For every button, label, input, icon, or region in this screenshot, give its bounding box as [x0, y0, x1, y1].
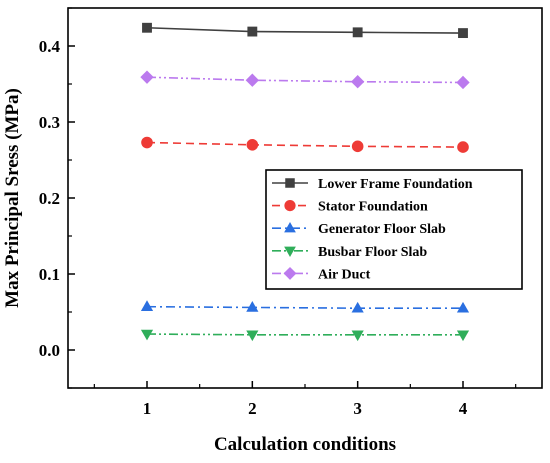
series-line [146, 76, 464, 84]
legend-marker [283, 266, 297, 280]
y-axis-title: Max Principal Sress (MPa) [2, 88, 23, 308]
data-point [351, 330, 364, 342]
legend-marker [284, 222, 296, 233]
data-point [140, 329, 154, 341]
data-point [246, 301, 259, 312]
series-line [146, 305, 463, 310]
series-busbar-floor-slab [140, 329, 470, 342]
data-point [245, 73, 260, 87]
series-lower-frame-foundation [142, 22, 468, 39]
y-tick-label: 0.0 [39, 341, 60, 360]
legend-box [265, 169, 523, 290]
data-point [351, 140, 364, 153]
legend-label: Busbar Floor Slab [318, 245, 427, 260]
x-tick-label: 3 [353, 399, 362, 418]
data-point [350, 75, 365, 89]
legend-label: Generator Floor Slab [318, 222, 446, 237]
legend-item: Lower Frame Foundation [272, 177, 473, 192]
series-layer [140, 22, 470, 342]
y-tick-label: 0.3 [39, 113, 60, 132]
data-point [352, 27, 363, 38]
data-point [246, 139, 259, 151]
data-point [456, 75, 470, 90]
data-point [247, 26, 258, 37]
y-tick-label: 0.2 [39, 189, 60, 208]
series-stator-foundation [141, 136, 469, 153]
series-line [146, 333, 463, 336]
data-point [456, 301, 470, 313]
y-axis: 0.0 0.1 0.2 0.3 0.4 [39, 7, 75, 389]
legend-marker [284, 200, 296, 212]
data-point [142, 22, 152, 33]
x-tick-label: 2 [248, 399, 257, 418]
x-axis-title: Calculation conditions [214, 434, 396, 455]
y-tick-label: 0.1 [39, 265, 60, 284]
legend: Lower Frame Foundation Stator Foundation G… [265, 169, 523, 290]
data-point [141, 136, 153, 149]
x-axis: 1 2 3 4 [93, 381, 517, 418]
legend-marker [285, 178, 295, 188]
data-point [456, 330, 470, 342]
series-line [146, 26, 464, 34]
legend-label: Lower Frame Foundation [318, 177, 473, 192]
legend-item: Air Duct [272, 266, 371, 282]
legend-marker [284, 246, 296, 257]
x-tick-label: 1 [143, 399, 152, 418]
data-point [458, 28, 468, 39]
legend-label: Air Duct [318, 267, 371, 282]
series-generator-floor-slab [140, 300, 470, 313]
series-air-duct [140, 70, 470, 90]
x-tick-label: 4 [459, 399, 468, 418]
data-point [246, 330, 259, 342]
legend-item: Busbar Floor Slab [272, 245, 427, 260]
data-point [140, 70, 154, 84]
series-line [146, 141, 464, 148]
legend-item: Generator Floor Slab [272, 222, 446, 237]
data-point [351, 301, 364, 313]
legend-item: Stator Foundation [272, 200, 428, 215]
data-point [140, 300, 154, 312]
legend-label: Stator Foundation [318, 200, 428, 215]
y-tick-label: 0.4 [39, 37, 61, 56]
data-point [457, 141, 469, 153]
